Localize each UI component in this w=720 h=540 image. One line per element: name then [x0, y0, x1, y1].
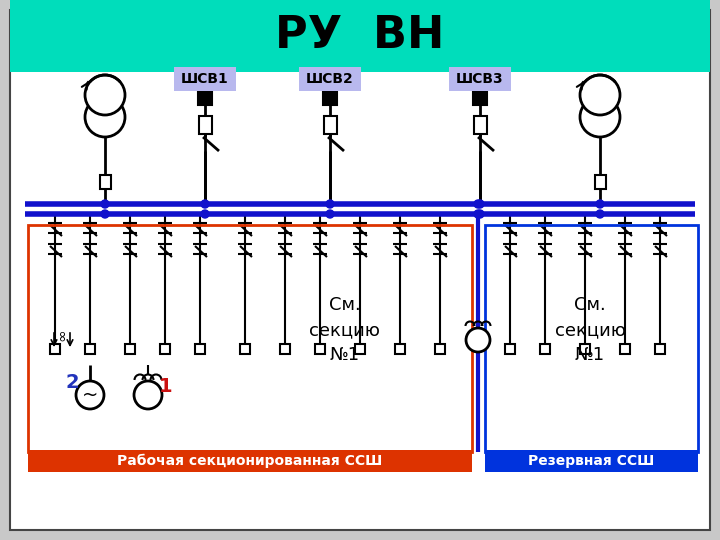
- Bar: [655, 344, 665, 354]
- Text: Рабочая секционированная ССШ: Рабочая секционированная ССШ: [117, 454, 382, 468]
- Text: РУ  ВН: РУ ВН: [275, 15, 445, 57]
- Bar: [474, 116, 487, 134]
- Circle shape: [134, 381, 162, 409]
- Bar: [395, 344, 405, 354]
- Circle shape: [474, 210, 482, 218]
- Bar: [198, 85, 212, 105]
- FancyBboxPatch shape: [299, 67, 361, 91]
- Bar: [540, 344, 550, 354]
- Bar: [199, 116, 212, 134]
- Bar: [485, 225, 698, 452]
- Circle shape: [326, 200, 334, 208]
- Circle shape: [476, 200, 484, 208]
- Circle shape: [76, 381, 104, 409]
- Bar: [50, 344, 60, 354]
- Text: ШСВ2: ШСВ2: [306, 72, 354, 86]
- Circle shape: [101, 200, 109, 208]
- Circle shape: [476, 210, 484, 218]
- Circle shape: [580, 75, 620, 115]
- Text: ∞: ∞: [55, 329, 70, 341]
- Text: ШСВ1: ШСВ1: [181, 72, 229, 86]
- Text: ШСВ3: ШСВ3: [456, 72, 504, 86]
- Circle shape: [201, 210, 209, 218]
- Bar: [85, 344, 95, 354]
- Circle shape: [596, 200, 604, 208]
- Text: Резервная ССШ: Резервная ССШ: [528, 454, 654, 468]
- Bar: [620, 344, 630, 354]
- Bar: [323, 85, 337, 105]
- Bar: [315, 344, 325, 354]
- Text: См.
секцию
№1: См. секцию №1: [310, 296, 380, 364]
- Circle shape: [101, 210, 109, 218]
- Circle shape: [474, 200, 482, 208]
- Circle shape: [466, 328, 490, 352]
- Bar: [99, 175, 110, 189]
- Bar: [435, 344, 445, 354]
- Bar: [473, 85, 487, 105]
- FancyBboxPatch shape: [449, 67, 511, 91]
- Circle shape: [596, 210, 604, 218]
- Circle shape: [580, 97, 620, 137]
- Bar: [485, 450, 698, 472]
- Bar: [125, 344, 135, 354]
- Bar: [323, 116, 336, 134]
- Bar: [10, 0, 710, 72]
- Bar: [355, 344, 365, 354]
- Bar: [28, 225, 472, 452]
- Bar: [160, 344, 170, 354]
- Circle shape: [85, 75, 125, 115]
- Bar: [595, 175, 606, 189]
- Text: ~: ~: [82, 386, 98, 404]
- Bar: [280, 344, 290, 354]
- Bar: [195, 344, 205, 354]
- Text: 1: 1: [159, 377, 173, 396]
- FancyBboxPatch shape: [174, 67, 236, 91]
- Bar: [505, 344, 515, 354]
- Circle shape: [201, 200, 209, 208]
- Text: См.
секцию
№1: См. секцию №1: [554, 296, 626, 364]
- Bar: [28, 450, 472, 472]
- Bar: [580, 344, 590, 354]
- Text: 2: 2: [66, 374, 78, 393]
- Bar: [240, 344, 250, 354]
- Circle shape: [326, 210, 334, 218]
- Circle shape: [85, 97, 125, 137]
